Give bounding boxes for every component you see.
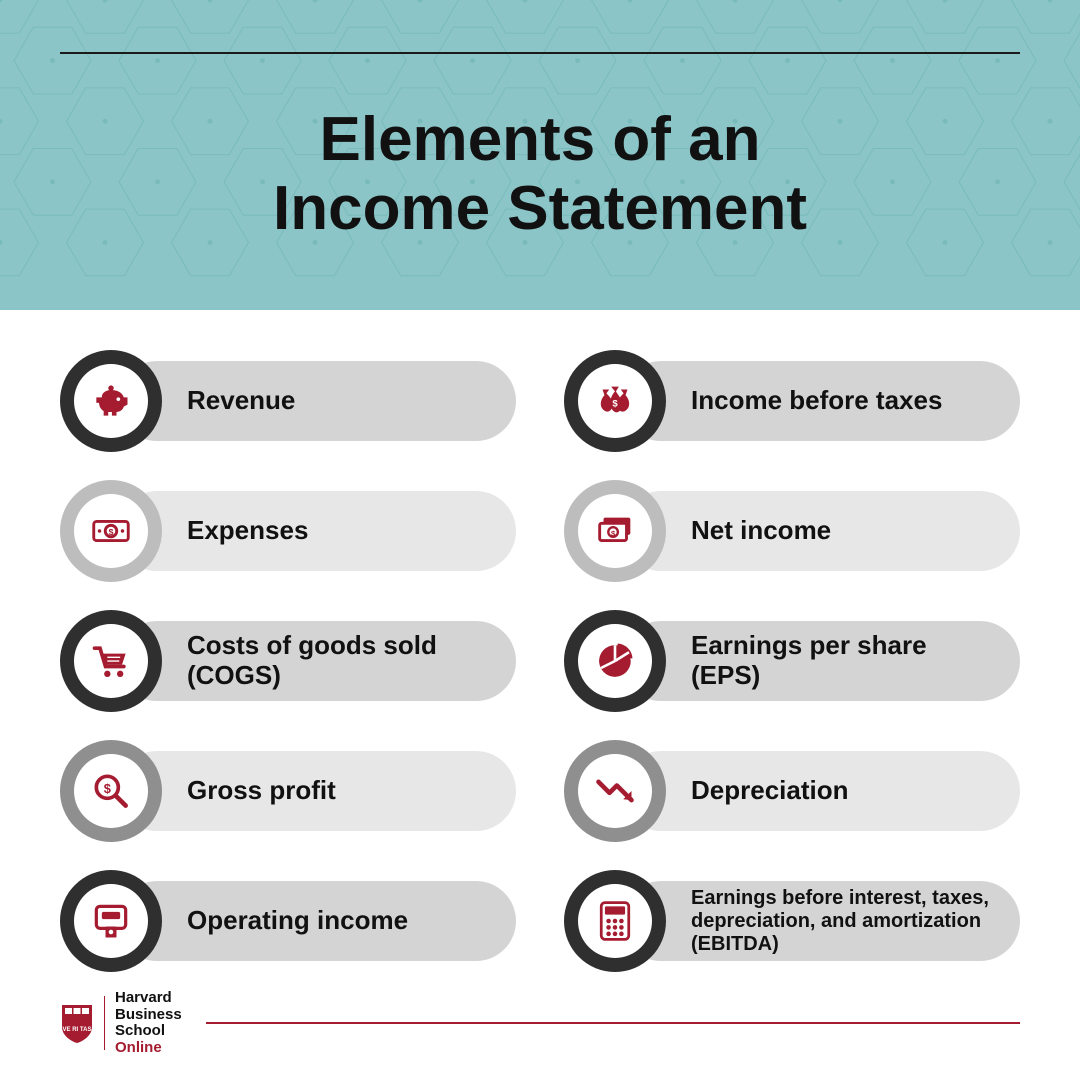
icon-inner bbox=[578, 624, 652, 698]
brand-line: Harvard bbox=[115, 990, 182, 1007]
items-grid: Revenue$ExpensesCosts of goods sold (COG… bbox=[0, 310, 1080, 972]
logo-divider bbox=[104, 996, 105, 1050]
icon-inner bbox=[74, 364, 148, 438]
icon-inner bbox=[74, 884, 148, 958]
icon-inner: $ bbox=[74, 494, 148, 568]
icon-inner: $ bbox=[74, 754, 148, 828]
item-label: Depreciation bbox=[621, 751, 1020, 831]
icon-inner bbox=[578, 884, 652, 958]
piggy-bank-icon bbox=[60, 350, 162, 452]
footer: VE RI TAS Harvard Business School Online bbox=[60, 990, 1020, 1056]
list-item: $Income before taxes bbox=[564, 350, 1020, 452]
icon-inner: $ bbox=[578, 494, 652, 568]
item-label: Gross profit bbox=[117, 751, 516, 831]
svg-text:$: $ bbox=[611, 529, 616, 538]
icon-inner: $ bbox=[578, 364, 652, 438]
header: Elements of an Income Statement bbox=[0, 0, 1080, 310]
icon-inner bbox=[578, 754, 652, 828]
shield-icon: VE RI TAS bbox=[60, 1003, 94, 1043]
item-label: Operating income bbox=[117, 881, 516, 961]
brand-logo: VE RI TAS Harvard Business School Online bbox=[60, 990, 182, 1056]
list-item: $ Gross profit bbox=[60, 740, 516, 842]
stacked-cash-icon: $ bbox=[564, 480, 666, 582]
item-label: Revenue bbox=[117, 361, 516, 441]
list-item: Earnings before interest, taxes, depreci… bbox=[564, 870, 1020, 972]
list-item: Revenue bbox=[60, 350, 516, 452]
header-rule bbox=[60, 52, 1020, 54]
item-label: Earnings per share (EPS) bbox=[621, 621, 1020, 701]
item-label: Earnings before interest, taxes, depreci… bbox=[621, 881, 1020, 961]
brand-line: School bbox=[115, 1023, 182, 1040]
brand-text: Harvard Business School Online bbox=[115, 990, 182, 1056]
item-label: Net income bbox=[621, 491, 1020, 571]
item-label: Expenses bbox=[117, 491, 516, 571]
page-title: Elements of an Income Statement bbox=[0, 105, 1080, 244]
icon-inner bbox=[74, 624, 148, 698]
svg-text:VE RI TAS: VE RI TAS bbox=[63, 1027, 92, 1033]
svg-text:$: $ bbox=[109, 527, 114, 537]
brand-line: Business bbox=[115, 1007, 182, 1024]
item-label: Costs of goods sold (COGS) bbox=[117, 621, 516, 701]
item-label: Income before taxes bbox=[621, 361, 1020, 441]
cash-bill-icon: $ bbox=[60, 480, 162, 582]
list-item: $ Net income bbox=[564, 480, 1020, 582]
brand-subline: Online bbox=[115, 1040, 182, 1057]
magnify-dollar-icon: $ bbox=[60, 740, 162, 842]
pie-chart-icon bbox=[564, 610, 666, 712]
cart-icon bbox=[60, 610, 162, 712]
list-item: Earnings per share (EPS) bbox=[564, 610, 1020, 712]
atm-icon bbox=[60, 870, 162, 972]
list-item: Costs of goods sold (COGS) bbox=[60, 610, 516, 712]
footer-rule bbox=[206, 1022, 1020, 1024]
list-item: Operating income bbox=[60, 870, 516, 972]
list-item: Depreciation bbox=[564, 740, 1020, 842]
svg-text:$: $ bbox=[612, 399, 618, 410]
trend-down-icon bbox=[564, 740, 666, 842]
list-item: $Expenses bbox=[60, 480, 516, 582]
calculator-icon bbox=[564, 870, 666, 972]
svg-text:$: $ bbox=[104, 781, 111, 796]
money-bags-icon: $ bbox=[564, 350, 666, 452]
